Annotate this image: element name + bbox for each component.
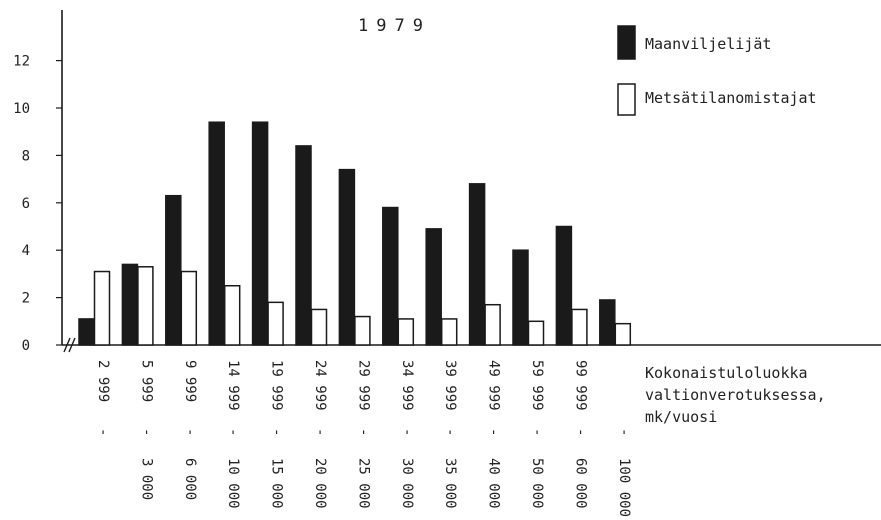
category-high-label-0: 2 999 — [95, 360, 111, 402]
bar-metsatilanomistajat-11 — [571, 308, 588, 346]
bar-maanviljelijat-1 — [121, 263, 139, 346]
bar-maanviljelijat-11 — [555, 225, 573, 346]
bar-maanviljelijat-10 — [512, 249, 529, 346]
bar-metsatilanomistajat-12 — [614, 322, 632, 346]
category-low-label-10: 50 000 — [529, 458, 545, 509]
bar-maanviljelijat-8 — [425, 228, 442, 346]
category-dash-4: - — [269, 428, 285, 436]
category-low-label-5: 20 000 — [312, 458, 328, 509]
category-low-label-12: 100 000 — [616, 458, 632, 517]
axis-break-mark — [63, 337, 76, 353]
category-low-label-11: 60 000 — [572, 458, 588, 509]
bar-metsatilanomistajat-0 — [93, 270, 111, 346]
category-labels: 2 999 - 5 999 - 3 000 9 999 - 6 000 14 999 - 10 00… — [95, 360, 632, 517]
y-tick-label-12: 12 — [13, 54, 30, 70]
x-axis-title-line-2: valtionverotuksessa, — [645, 386, 826, 404]
bar-maanviljelijat-3 — [208, 121, 225, 346]
category-high-label-5: 24 999 — [312, 360, 328, 411]
category-dash-12: - — [616, 428, 632, 436]
bar-metsatilanomistajat-7 — [397, 318, 415, 346]
bar-maanviljelijat-9 — [468, 183, 486, 346]
category-dash-10: - — [529, 428, 545, 436]
bar-metsatilanomistajat-4 — [267, 301, 284, 346]
y-axis: 0 2 4 6 8 10 12 — [13, 10, 63, 354]
bar-maanviljelijat-12 — [599, 299, 616, 346]
x-axis-title-line-1: Kokonaistuloluokka — [645, 364, 808, 382]
bar-metsatilanomistajat-9 — [484, 303, 501, 346]
category-low-label-6: 25 000 — [355, 458, 371, 509]
bar-metsatilanomistajat-10 — [527, 320, 545, 346]
bars — [78, 121, 632, 346]
category-high-label-11: 99 999 — [572, 360, 588, 411]
category-dash-9: - — [486, 428, 502, 436]
category-high-label-7: 34 999 — [399, 360, 415, 411]
category-low-label-1: 3 000 — [138, 458, 154, 500]
legend-label-maanviljelijat: Maanviljelijät — [645, 35, 771, 53]
category-high-label-6: 29 999 — [355, 360, 371, 411]
legend-swatch-maanviljelijat — [617, 25, 636, 60]
chart-title: 1979 — [358, 16, 431, 36]
category-high-label-2: 9 999 — [182, 360, 198, 402]
y-tick-label-2: 2 — [22, 291, 30, 307]
bar-maanviljelijat-4 — [251, 121, 269, 346]
x-axis-title: Kokonaistuloluokka valtionverotuksessa, … — [645, 364, 826, 426]
category-high-label-4: 19 999 — [269, 360, 285, 411]
category-high-label-9: 49 999 — [486, 360, 502, 411]
category-low-label-7: 30 000 — [399, 458, 415, 509]
category-high-label-10: 59 999 — [529, 360, 545, 411]
category-dash-2: - — [182, 428, 198, 436]
category-dash-1: - — [138, 428, 154, 436]
category-low-label-2: 6 000 — [182, 458, 198, 500]
category-low-label-8: 35 000 — [442, 458, 458, 509]
y-tick-label-10: 10 — [13, 101, 30, 117]
y-tick-label-4: 4 — [22, 243, 30, 259]
category-high-label-8: 39 999 — [442, 360, 458, 411]
bar-metsatilanomistajat-8 — [440, 318, 458, 346]
bar-metsatilanomistajat-5 — [310, 308, 328, 346]
category-low-label-4: 15 000 — [269, 458, 285, 509]
category-dash-0: - — [95, 428, 111, 436]
bar-metsatilanomistajat-1 — [137, 266, 154, 346]
bar-metsatilanomistajat-2 — [180, 270, 198, 346]
category-high-label-3: 14 999 — [225, 360, 241, 411]
legend-label-metsatilanomistajat: Metsätilanomistajat — [645, 89, 817, 107]
bar-maanviljelijat-5 — [295, 145, 312, 346]
category-high-label-1: 5 999 — [138, 360, 154, 402]
bar-maanviljelijat-2 — [165, 194, 182, 346]
bar-maanviljelijat-7 — [382, 206, 399, 346]
y-tick-label-6: 6 — [22, 196, 30, 212]
category-low-label-3: 10 000 — [225, 458, 241, 509]
bar-maanviljelijat-0 — [78, 318, 95, 346]
bar-maanviljelijat-6 — [338, 168, 356, 346]
category-dash-8: - — [442, 428, 458, 436]
category-dash-5: - — [312, 428, 328, 436]
category-low-label-9: 40 000 — [486, 458, 502, 509]
bar-metsatilanomistajat-6 — [354, 315, 371, 346]
legend: Maanviljelijät Metsätilanomistajat — [617, 25, 817, 116]
y-tick-label-8: 8 — [22, 148, 30, 164]
category-dash-7: - — [399, 428, 415, 436]
category-dash-6: - — [355, 428, 371, 436]
bar-metsatilanomistajat-3 — [223, 285, 241, 346]
category-dash-3: - — [225, 428, 241, 436]
legend-swatch-metsatilanomistajat — [617, 83, 636, 116]
category-dash-11: - — [572, 428, 588, 436]
y-tick-label-0: 0 — [22, 338, 30, 354]
x-axis-title-line-3: mk/vuosi — [645, 408, 717, 426]
